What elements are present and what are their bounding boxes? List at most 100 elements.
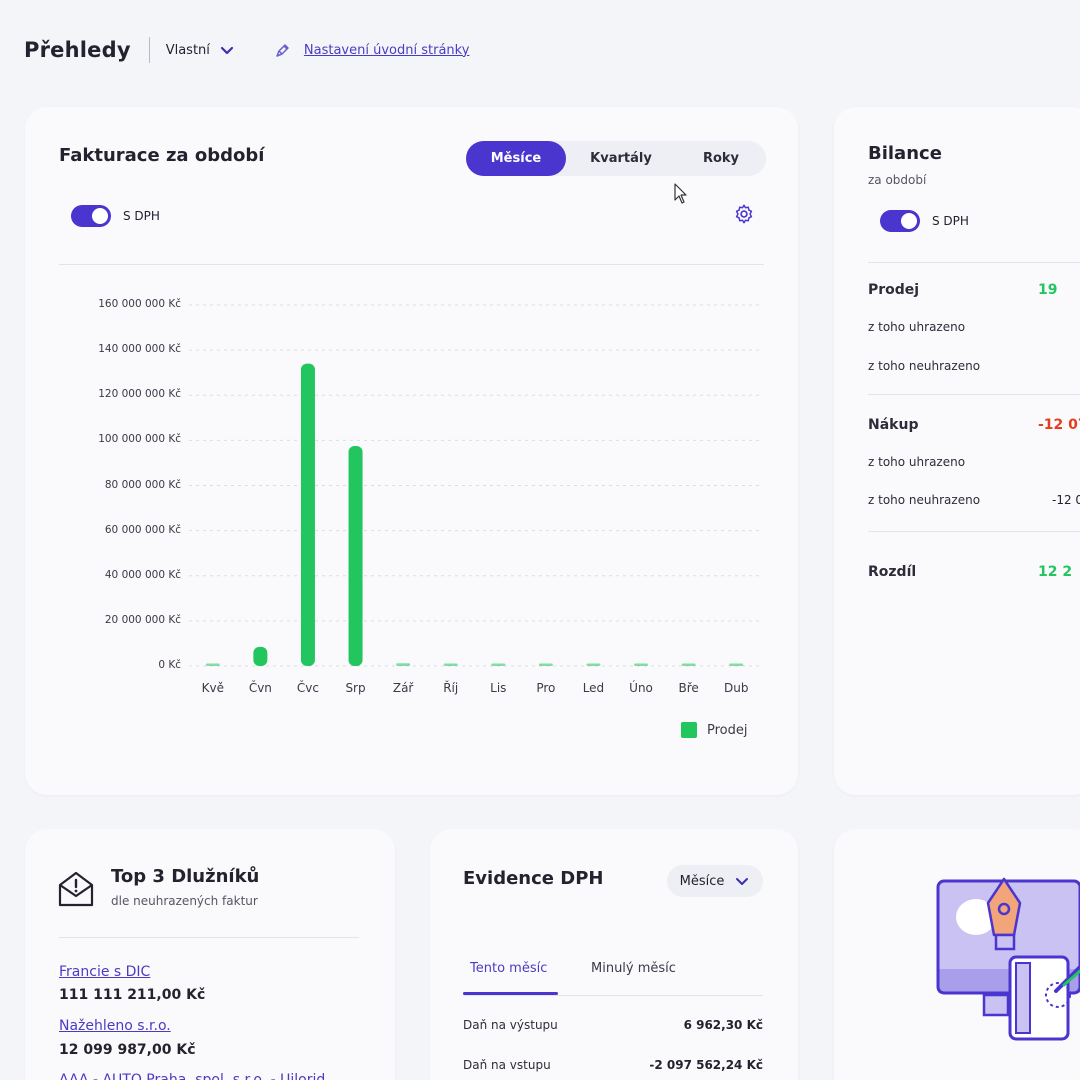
period-switch: Měsíce Kvartály Roky xyxy=(466,141,766,176)
balance-row-value: -12 07 xyxy=(1038,417,1080,433)
period-tab-months[interactable]: Měsíce xyxy=(466,141,566,176)
x-tick-label: Led xyxy=(582,681,605,695)
balance-vat-toggle-label: S DPH xyxy=(932,214,969,228)
balance-row-label: z toho uhrazeno xyxy=(868,455,966,469)
x-tick-label: Čvn xyxy=(248,681,272,695)
invoicing-card: Fakturace za období Měsíce Kvartály Roky… xyxy=(25,107,798,795)
x-tick-label: Srp xyxy=(345,681,366,695)
illustration-card xyxy=(834,829,1080,1080)
page-title: Přehledy xyxy=(24,38,131,62)
top-debtors-title: Top 3 Dlužníků xyxy=(111,866,260,887)
bar-Úno xyxy=(634,663,649,666)
debtor-amount-1: 111 111 211,00 Kč xyxy=(59,987,206,1003)
top-debtors-card: Top 3 Dlužníků dle neuhrazených faktur F… xyxy=(25,829,395,1080)
chart-legend: Prodej xyxy=(681,722,748,738)
bar-Kvě xyxy=(205,663,220,666)
y-tick-label: 160 000 000 Kč xyxy=(98,298,181,310)
y-tick-label: 0 Kč xyxy=(158,659,181,671)
balance-row-label: z toho neuhrazeno xyxy=(868,493,981,507)
balance-divider-2 xyxy=(868,394,1080,395)
vat-records-title: Evidence DPH xyxy=(463,868,604,889)
x-tick-label: Zář xyxy=(392,681,414,695)
vat-input-label: Daň na vstupu xyxy=(463,1058,551,1072)
bar-Čvc xyxy=(300,363,315,666)
vat-tabs-divider xyxy=(463,995,763,996)
y-tick-label: 40 000 000 Kč xyxy=(104,568,181,581)
bar-Bře xyxy=(681,663,696,666)
vat-toggle[interactable]: S DPH xyxy=(71,205,160,227)
envelope-alert-icon xyxy=(58,871,94,907)
x-tick-label: Lis xyxy=(490,681,507,695)
page-header: Přehledy Vlastní Nastavení úvodní stránk… xyxy=(24,32,469,68)
tab-last-month[interactable]: Minulý měsíc xyxy=(591,961,676,976)
balance-row-label: Rozdíl xyxy=(868,564,917,580)
bar-Říj xyxy=(443,663,458,666)
pen-icon xyxy=(276,44,289,57)
balance-vat-toggle-switch[interactable] xyxy=(880,210,920,232)
x-tick-label: Čvc xyxy=(296,681,319,695)
legend-swatch-prodej xyxy=(681,722,697,738)
balance-title: Bilance xyxy=(868,143,942,164)
debtor-name-2[interactable]: Nažehleno s.r.o. xyxy=(59,1018,171,1034)
vat-records-card: Evidence DPH Měsíce Tento měsíc Minulý m… xyxy=(430,829,798,1080)
x-tick-label: Kvě xyxy=(201,681,224,695)
invoicing-title: Fakturace za období xyxy=(59,145,265,166)
chevron-down-icon xyxy=(736,878,749,885)
balance-row-value: 12 2 xyxy=(1038,564,1073,580)
vat-toggle-switch[interactable] xyxy=(71,205,111,227)
vat-period-select-value: Měsíce xyxy=(679,873,725,889)
legend-label-prodej: Prodej xyxy=(707,722,748,738)
y-tick-label: 140 000 000 Kč xyxy=(98,343,181,356)
design-illustration xyxy=(936,877,1080,1041)
debtor-name-1[interactable]: Francie s DIC xyxy=(59,964,151,980)
debtor-amount-2: 12 099 987,00 Kč xyxy=(59,1042,196,1058)
vat-period-select[interactable]: Měsíce xyxy=(667,865,763,897)
balance-divider-3 xyxy=(868,531,1080,532)
y-tick-label: 120 000 000 Kč xyxy=(98,388,181,401)
bar-Pro xyxy=(538,663,553,666)
invoicing-divider xyxy=(59,264,764,265)
x-tick-label: Pro xyxy=(536,681,556,695)
view-selector-label: Vlastní xyxy=(165,42,210,58)
period-tab-quarters[interactable]: Kvartály xyxy=(590,151,652,166)
bar-Lis xyxy=(491,663,506,666)
balance-row-value: 19 xyxy=(1038,282,1058,298)
balance-divider-1 xyxy=(868,262,1080,263)
debtor-name-3[interactable]: AAA - AUTO Praha, spol. s r.o. - Ujlorid xyxy=(59,1072,326,1080)
bar-Dub xyxy=(729,663,744,666)
balance-row-label: z toho neuhrazeno xyxy=(868,359,981,373)
balance-row-label: Nákup xyxy=(868,417,919,433)
view-selector[interactable]: Vlastní xyxy=(166,41,236,59)
vat-toggle-label: S DPH xyxy=(123,209,160,223)
balance-vat-toggle[interactable]: S DPH xyxy=(880,210,969,232)
x-tick-label: Dub xyxy=(723,681,749,695)
header-divider xyxy=(148,37,150,63)
vat-output-label: Daň na výstupu xyxy=(463,1018,558,1032)
tab-this-month[interactable]: Tento měsíc xyxy=(470,961,548,976)
balance-card: Bilance za období S DPH Prodej 19 z toho u… xyxy=(834,107,1080,795)
balance-row-value: -12 0 xyxy=(1052,493,1080,507)
balance-subtitle: za období xyxy=(868,173,927,187)
x-tick-label: Říj xyxy=(443,681,459,695)
balance-row-label: z toho uhrazeno xyxy=(868,320,966,334)
y-tick-label: 100 000 000 Kč xyxy=(98,433,181,446)
top-debtors-divider xyxy=(59,937,359,938)
y-tick-label: 20 000 000 Kč xyxy=(104,613,181,626)
y-tick-label: 80 000 000 Kč xyxy=(104,478,181,491)
gear-icon[interactable] xyxy=(733,203,755,225)
vat-input-value: -2 097 562,24 Kč xyxy=(649,1058,763,1072)
bar-Led xyxy=(586,663,601,666)
bar-Zář xyxy=(396,663,411,666)
top-debtors-subtitle: dle neuhrazených faktur xyxy=(111,894,258,908)
vat-output-value: 6 962,30 Kč xyxy=(683,1018,763,1032)
bar-Čvn xyxy=(253,646,268,666)
balance-row-label: Prodej xyxy=(868,282,920,298)
homepage-settings-link[interactable]: Nastavení úvodní stránky xyxy=(274,41,470,59)
cursor-icon xyxy=(674,183,687,204)
period-tab-years[interactable]: Roky xyxy=(702,151,740,166)
homepage-settings-label: Nastavení úvodní stránky xyxy=(303,42,470,58)
chevron-down-icon xyxy=(220,46,234,55)
active-tab-indicator xyxy=(463,992,558,995)
y-tick-label: 60 000 000 Kč xyxy=(104,523,181,536)
x-tick-label: Úno xyxy=(629,681,653,695)
